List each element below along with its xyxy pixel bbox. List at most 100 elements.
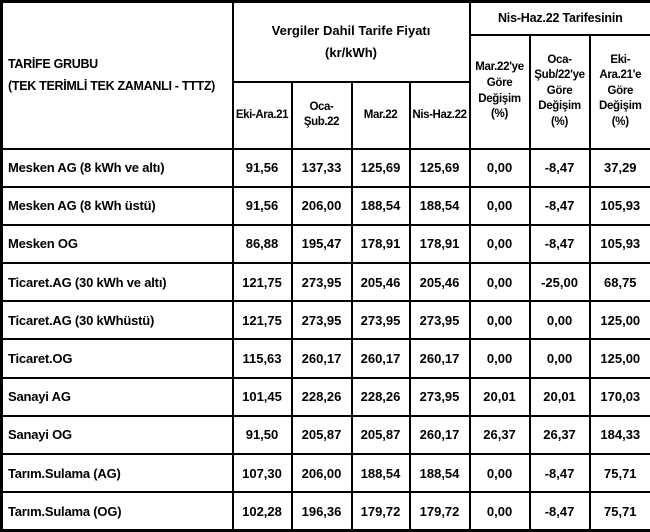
value-cell: 105,93 xyxy=(588,223,650,265)
table-row: Mesken AG (8 kWh ve altı) 91,56 137,33 1… xyxy=(0,147,650,188)
table-row: Tarım.Sulama (AG) 107,30 206,00 188,54 1… xyxy=(0,452,650,494)
table-row: Sanayi AG 101,45 228,26 228,26 273,95 20… xyxy=(0,376,650,417)
value-cell: -8,47 xyxy=(528,223,591,265)
table-row: Sanayi OG 91,50 205,87 205,87 260,17 26,… xyxy=(0,414,650,456)
value-cell: 196,36 xyxy=(290,491,353,532)
value-cell: 91,56 xyxy=(231,147,293,188)
value-cell: 273,95 xyxy=(290,262,353,303)
value-cell: 273,95 xyxy=(408,376,471,417)
value-cell: -8,47 xyxy=(528,491,591,532)
table-row: Tarım.Sulama (OG) 102,28 196,36 179,72 1… xyxy=(0,491,650,532)
value-cell: 188,54 xyxy=(408,185,471,226)
value-cell: 75,71 xyxy=(588,452,650,494)
value-cell: 184,33 xyxy=(588,414,650,456)
value-cell: 20,01 xyxy=(468,376,531,417)
row-label: Ticaret.AG (30 kWh ve altı) xyxy=(0,262,234,303)
value-cell: 188,54 xyxy=(350,185,411,226)
table-header: TARİFE GRUBU (TEK TERİMLİ TEK ZAMANLI - … xyxy=(0,0,650,150)
value-cell: 0,00 xyxy=(528,300,591,341)
value-cell: 125,69 xyxy=(350,147,411,188)
row-label: Ticaret.AG (30 kWhüstü) xyxy=(0,300,234,341)
value-cell: 260,17 xyxy=(350,338,411,379)
value-cell: 91,50 xyxy=(231,414,293,456)
value-cell: 137,33 xyxy=(290,147,353,188)
value-cell: 205,46 xyxy=(350,262,411,303)
value-cell: 86,88 xyxy=(231,223,293,265)
value-cell: 105,93 xyxy=(588,185,650,226)
value-cell: 91,56 xyxy=(231,185,293,226)
col-header-change-vs-ekiara21: Eki- Ara.21'e Göre Değişim (%) xyxy=(588,33,650,150)
value-cell: 107,30 xyxy=(231,452,293,494)
col-header-nis-haz22: Nis-Haz.22 xyxy=(408,80,471,150)
value-cell: 228,26 xyxy=(290,376,353,417)
value-cell: 125,00 xyxy=(588,300,650,341)
value-cell: 0,00 xyxy=(468,300,531,341)
col-header-change-vs-ocasub22: Oca- Şub/22'ye Göre Değişim (%) xyxy=(528,33,591,150)
value-cell: 188,54 xyxy=(350,452,411,494)
col-header-eki-ara21: Eki-Ara.21 xyxy=(231,80,293,150)
col-header-oca-sub22: Oca- Şub.22 xyxy=(290,80,353,150)
value-cell: 260,17 xyxy=(408,338,471,379)
value-cell: 125,69 xyxy=(408,147,471,188)
row-label: Tarım.Sulama (AG) xyxy=(0,452,234,494)
table-row: Ticaret.AG (30 kWh ve altı) 121,75 273,9… xyxy=(0,262,650,303)
value-cell: 260,17 xyxy=(408,414,471,456)
corner-header: TARİFE GRUBU (TEK TERİMLİ TEK ZAMANLI - … xyxy=(0,0,234,150)
value-cell: 26,37 xyxy=(468,414,531,456)
value-cell: 0,00 xyxy=(468,262,531,303)
row-label: Mesken AG (8 kWh ve altı) xyxy=(0,147,234,188)
value-cell: 0,00 xyxy=(468,223,531,265)
col-header-mar22: Mar.22 xyxy=(350,80,411,150)
table-body: Mesken AG (8 kWh ve altı) 91,56 137,33 1… xyxy=(0,147,650,532)
value-cell: -8,47 xyxy=(528,147,591,188)
value-cell: 75,71 xyxy=(588,491,650,532)
value-cell: 0,00 xyxy=(468,185,531,226)
value-cell: 0,00 xyxy=(468,338,531,379)
table-row: Ticaret.AG (30 kWhüstü) 121,75 273,95 27… xyxy=(0,300,650,341)
row-label: Sanayi AG xyxy=(0,376,234,417)
value-cell: 68,75 xyxy=(588,262,650,303)
value-cell: 273,95 xyxy=(290,300,353,341)
value-cell: 228,26 xyxy=(350,376,411,417)
value-cell: 178,91 xyxy=(408,223,471,265)
value-cell: -25,00 xyxy=(528,262,591,303)
table-row: Mesken OG 86,88 195,47 178,91 178,91 0,0… xyxy=(0,223,650,265)
value-cell: 273,95 xyxy=(408,300,471,341)
value-cell: 195,47 xyxy=(290,223,353,265)
value-cell: 121,75 xyxy=(231,300,293,341)
value-cell: 102,28 xyxy=(231,491,293,532)
value-cell: 260,17 xyxy=(290,338,353,379)
value-cell: 178,91 xyxy=(350,223,411,265)
table-row: Ticaret.OG 115,63 260,17 260,17 260,17 0… xyxy=(0,338,650,379)
value-cell: 188,54 xyxy=(408,452,471,494)
value-cell: 273,95 xyxy=(350,300,411,341)
row-label: Tarım.Sulama (OG) xyxy=(0,491,234,532)
row-label: Sanayi OG xyxy=(0,414,234,456)
value-cell: -8,47 xyxy=(528,185,591,226)
value-cell: 0,00 xyxy=(468,452,531,494)
value-cell: 0,00 xyxy=(468,491,531,532)
row-label: Mesken OG xyxy=(0,223,234,265)
row-label: Ticaret.OG xyxy=(0,338,234,379)
value-cell: 170,03 xyxy=(588,376,650,417)
value-cell: 125,00 xyxy=(588,338,650,379)
value-cell: 206,00 xyxy=(290,452,353,494)
price-group-header: Vergiler Dahil Tarife Fiyatı (kr/kWh) xyxy=(231,0,471,83)
table-row: Mesken AG (8 kWh üstü) 91,56 206,00 188,… xyxy=(0,185,650,226)
change-group-header: Nis-Haz.22 Tarifesinin xyxy=(468,0,650,36)
col-header-change-vs-mar22: Mar.22'ye Göre Değişim (%) xyxy=(468,33,531,150)
value-cell: 101,45 xyxy=(231,376,293,417)
value-cell: 37,29 xyxy=(588,147,650,188)
value-cell: 115,63 xyxy=(231,338,293,379)
value-cell: 205,46 xyxy=(408,262,471,303)
value-cell: 206,00 xyxy=(290,185,353,226)
value-cell: 26,37 xyxy=(528,414,591,456)
row-label: Mesken AG (8 kWh üstü) xyxy=(0,185,234,226)
value-cell: 121,75 xyxy=(231,262,293,303)
value-cell: 20,01 xyxy=(528,376,591,417)
value-cell: 0,00 xyxy=(528,338,591,379)
value-cell: 179,72 xyxy=(408,491,471,532)
value-cell: -8,47 xyxy=(528,452,591,494)
value-cell: 205,87 xyxy=(290,414,353,456)
